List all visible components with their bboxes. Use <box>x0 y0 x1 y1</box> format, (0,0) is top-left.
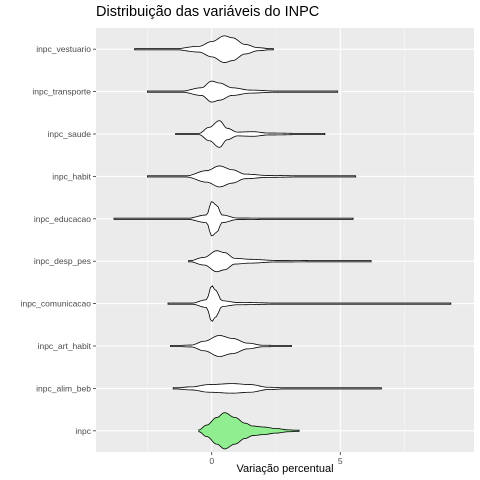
violin-inpc_educacao <box>113 201 354 237</box>
violins <box>113 35 452 450</box>
violin-inpc_habit <box>147 165 357 188</box>
x-tick-label-5: 5 <box>338 456 343 466</box>
y-tick-label-inpc_alim_beb: inpc_alim_beb <box>36 383 91 393</box>
y-tick-label-inpc_art_habit: inpc_art_habit <box>38 341 92 351</box>
violin-inpc_comunicacao <box>167 285 452 322</box>
x-axis-title: Variação percentual <box>236 463 333 475</box>
plot-panel <box>96 28 474 452</box>
y-tick-label-inpc_comunicacao: inpc_comunicacao <box>21 299 92 309</box>
y-axis: inpc_vestuario inpc_transporte inpc_saudei… <box>21 44 96 436</box>
x-tick-label-0: 0 <box>209 456 214 466</box>
violin-inpc_transporte <box>147 80 339 103</box>
violin-inpc_vestuario <box>134 35 274 63</box>
y-tick-label-inpc_saude: inpc_saude <box>48 129 92 139</box>
y-tick-label-inpc_habit: inpc_habit <box>52 171 91 181</box>
y-tick-label-inpc_vestuario: inpc_vestuario <box>36 44 91 54</box>
violin-inpc_desp_pes <box>188 250 372 273</box>
y-tick-label-inpc: inpc <box>75 426 91 436</box>
violin-inpc_alim_beb <box>172 383 382 394</box>
y-tick-label-inpc_transporte: inpc_transporte <box>32 87 91 97</box>
violin-inpc_saude <box>175 120 326 148</box>
y-tick-label-inpc_desp_pes: inpc_desp_pes <box>34 256 91 266</box>
violin-inpc_art_habit <box>170 335 292 357</box>
violin-inpc <box>198 412 300 450</box>
grid-minor <box>147 28 405 452</box>
chart-title: Distribuição das variáveis do INPC <box>96 4 319 20</box>
y-tick-label-inpc_educacao: inpc_educacao <box>34 214 91 224</box>
